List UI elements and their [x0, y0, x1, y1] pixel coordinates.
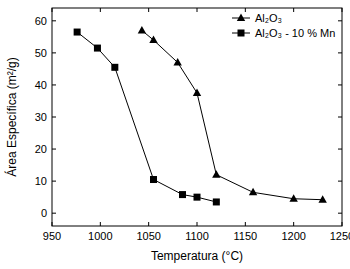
- data-point: [94, 45, 101, 52]
- data-point: [149, 36, 157, 44]
- y-tick-label: 0: [41, 207, 47, 219]
- y-tick-right: [338, 117, 342, 118]
- x-tick-label: 1150: [234, 230, 258, 242]
- x-tick-top: [148, 8, 149, 12]
- x-tick-top: [342, 8, 343, 12]
- y-tick: [52, 52, 56, 53]
- y-tick: [52, 149, 56, 150]
- y-tick-right: [338, 149, 342, 150]
- x-tick-label: 1000: [88, 230, 112, 242]
- y-tick-right: [338, 213, 342, 214]
- data-point: [194, 194, 201, 201]
- y-tick: [52, 117, 56, 118]
- data-point: [74, 29, 81, 36]
- x-axis-label: Temperatura (°C): [151, 249, 243, 263]
- data-point: [173, 58, 181, 66]
- y-tick-right: [338, 181, 342, 182]
- plot-frame: [52, 8, 342, 226]
- y-tick-right: [338, 52, 342, 53]
- x-tick-label: 1200: [281, 230, 305, 242]
- series-line: [77, 32, 216, 202]
- data-point: [193, 88, 201, 96]
- y-axis-label: Área Específica (m²/g): [4, 57, 19, 176]
- x-tick-top: [293, 8, 294, 12]
- y-tick: [52, 181, 56, 182]
- data-point: [212, 170, 220, 178]
- legend: Al₂O₃ Al₂O₃ - 10 % Mn: [232, 12, 335, 39]
- x-tick: [148, 222, 149, 226]
- y-tick-label: 50: [35, 47, 47, 59]
- y-tick: [52, 20, 56, 21]
- y-tick-right: [338, 20, 342, 21]
- x-tick: [342, 222, 343, 226]
- legend-label: Al₂O₃ - 10 % Mn: [255, 27, 335, 39]
- x-tick-label: 950: [43, 230, 61, 242]
- legend-marker: [237, 14, 245, 22]
- x-tick-label: 1100: [185, 230, 209, 242]
- x-tick: [52, 222, 53, 226]
- x-tick: [100, 222, 101, 226]
- data-point: [150, 176, 157, 183]
- x-tick-label: 1250: [330, 230, 350, 242]
- y-tick-label: 40: [35, 79, 47, 91]
- data-point: [249, 188, 257, 196]
- x-tick-top: [52, 8, 53, 12]
- x-tick: [293, 222, 294, 226]
- x-tick-top: [100, 8, 101, 12]
- data-point: [179, 191, 186, 198]
- plot-marks: [74, 26, 327, 206]
- y-tick: [52, 84, 56, 85]
- y-tick-label: 30: [35, 111, 47, 123]
- y-tick-label: 20: [35, 143, 47, 155]
- legend-label: Al₂O₃: [255, 12, 282, 24]
- data-point: [213, 198, 220, 205]
- x-tick-label: 1050: [136, 230, 160, 242]
- x-tick-top: [197, 8, 198, 12]
- legend-marker: [238, 30, 245, 37]
- data-point: [111, 64, 118, 71]
- series-line: [142, 30, 323, 199]
- chart: 950 1000 1050 1100 1150 1200 1250 0 10 20 30 40 50 60…: [0, 0, 350, 269]
- y-tick-label: 60: [35, 15, 47, 27]
- data-point: [138, 26, 146, 34]
- data-point: [318, 195, 326, 203]
- x-tick-top: [245, 8, 246, 12]
- x-tick: [245, 222, 246, 226]
- y-tick-right: [338, 84, 342, 85]
- data-point: [289, 194, 297, 202]
- y-tick: [52, 213, 56, 214]
- y-tick-label: 10: [35, 175, 47, 187]
- x-tick: [197, 222, 198, 226]
